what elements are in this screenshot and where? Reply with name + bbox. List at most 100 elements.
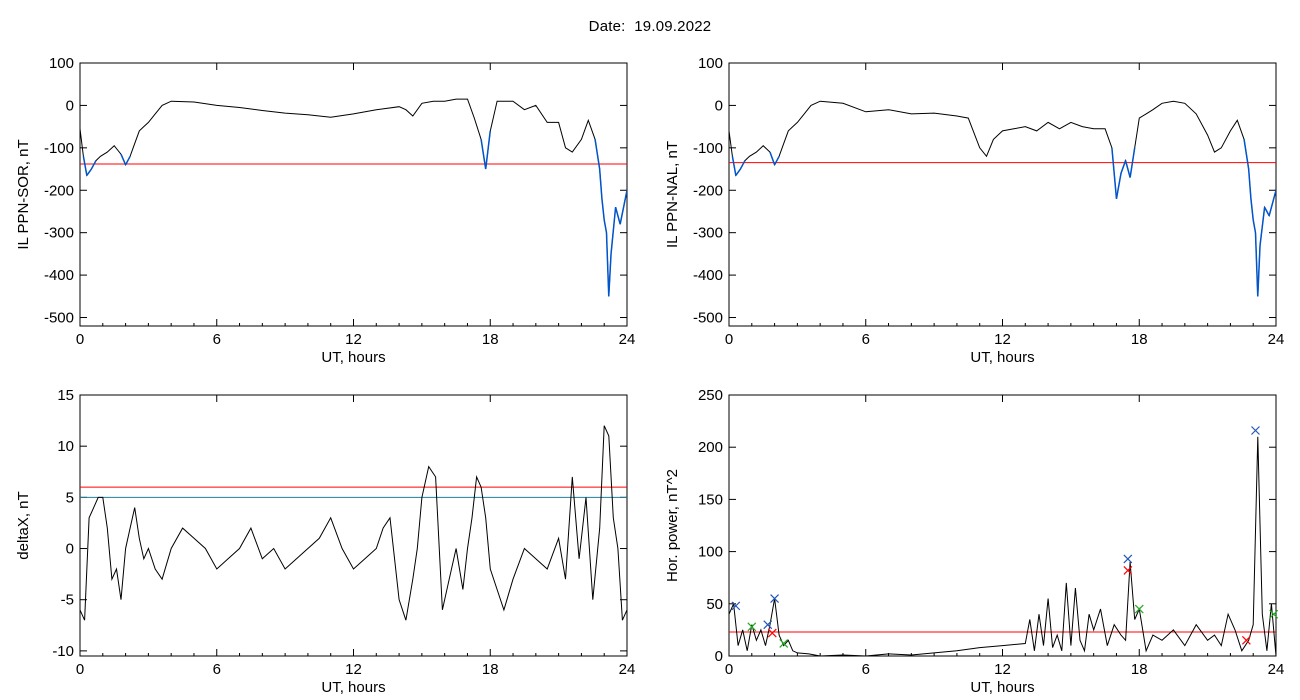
below-threshold-segment: [1111, 147, 1118, 199]
y-tick-label: -300: [44, 225, 74, 242]
x-tick-label: 18: [482, 661, 499, 678]
x-tick-label: 0: [725, 661, 733, 678]
x-tick-label: 24: [619, 661, 636, 678]
y-tick-label: -400: [693, 267, 723, 284]
x-tick-label: 12: [345, 331, 362, 348]
x-tick-label: 0: [76, 661, 84, 678]
peak-marker-blue: [763, 620, 773, 630]
y-tick-label: -100: [44, 140, 74, 157]
x-axis-label: UT, hours: [321, 679, 385, 696]
y-tick-label: 100: [49, 55, 74, 72]
y-axis-label: IL PPN-NAL, nT: [664, 141, 681, 248]
ppn_nal-panel: 0 6 12 18 24 100 0 -100 -200 -300 -400 -500 UT, hour…: [664, 55, 1284, 366]
y-axis-label: IL PPN-SOR, nT: [15, 139, 32, 249]
y-tick-label: 0: [715, 648, 723, 665]
x-tick-label: 24: [1268, 661, 1285, 678]
page-title: Date: 19.09.2022: [0, 18, 1300, 35]
y-tick-label: 150: [698, 491, 723, 508]
y-tick-label: 15: [57, 387, 74, 404]
y-tick-label: 200: [698, 439, 723, 456]
series-line: [729, 436, 1276, 656]
below-threshold-segment: [1120, 160, 1127, 174]
peak-marker-red: [1241, 635, 1251, 645]
deltax-panel: 0 6 12 18 24 15 10 5 0 -5 -10 UT, hours deltaX, nT: [15, 387, 635, 696]
peak-marker-blue: [770, 594, 780, 604]
x-tick-label: 12: [994, 331, 1011, 348]
y-tick-label: 100: [698, 55, 723, 72]
below-threshold-segment: [601, 198, 605, 221]
peak-marker-green: [779, 639, 789, 648]
x-tick-label: 18: [482, 331, 499, 348]
below-threshold-segment: [1259, 207, 1266, 246]
below-threshold-segment: [739, 160, 746, 170]
below-threshold-segment: [610, 207, 617, 254]
below-threshold-segment: [594, 139, 601, 170]
below-threshold-segment: [1129, 147, 1136, 178]
y-axis-label: deltaX, nT: [15, 491, 32, 559]
series-line: [729, 100, 1276, 297]
below-threshold-segment: [86, 168, 93, 176]
below-threshold-segment: [1268, 190, 1276, 216]
plot-frame: [79, 62, 628, 327]
y-tick-label: 250: [698, 387, 723, 404]
y-tick-label: -100: [693, 140, 723, 157]
x-tick-label: 0: [76, 331, 84, 348]
y-tick-label: -5: [61, 592, 74, 609]
below-threshold-segment: [1263, 206, 1270, 217]
y-tick-label: 50: [706, 596, 723, 613]
y-tick-label: 0: [66, 97, 74, 114]
below-threshold-segment: [608, 253, 612, 297]
below-threshold-segment: [614, 207, 621, 225]
x-tick-label: 6: [862, 661, 870, 678]
y-tick-label: -300: [693, 225, 723, 242]
peak-marker-blue: [731, 601, 741, 611]
plot-frame: [728, 62, 1277, 327]
below-threshold-segment: [480, 139, 487, 170]
y-tick-label: 5: [66, 489, 74, 506]
below-threshold-segment: [124, 155, 131, 166]
below-threshold-segment: [1254, 232, 1259, 297]
below-threshold-segment: [1115, 173, 1122, 199]
series-line: [80, 425, 627, 621]
y-tick-label: -400: [44, 267, 74, 284]
plot-frame: [728, 394, 1277, 657]
date-value: 19.09.2022: [634, 18, 712, 35]
below-threshold-segment: [735, 168, 742, 176]
below-threshold-segment: [1124, 160, 1131, 178]
ppn_sor-panel: 0 6 12 18 24 100 0 -100 -200 -300 -400 -500 UT, hour…: [15, 55, 635, 366]
below-threshold-segment: [773, 155, 780, 166]
below-threshold-segment: [731, 156, 737, 176]
peak-marker-red: [767, 628, 777, 638]
y-tick-label: -10: [52, 643, 74, 660]
below-threshold-segment: [1250, 198, 1254, 221]
below-threshold-segment: [1243, 139, 1250, 170]
x-axis-label: UT, hours: [970, 349, 1034, 366]
below-threshold-segment: [1252, 219, 1257, 233]
y-tick-label: 100: [698, 544, 723, 561]
y-tick-label: 0: [715, 97, 723, 114]
y-tick-label: -200: [693, 182, 723, 199]
below-threshold-segment: [1257, 245, 1261, 297]
below-threshold-segment: [619, 190, 627, 225]
peak-marker-green: [1134, 604, 1144, 614]
x-tick-label: 18: [1131, 331, 1148, 348]
y-tick-label: -200: [44, 182, 74, 199]
peak-marker-green: [747, 622, 757, 632]
date-label: Date:: [588, 18, 626, 35]
series-line: [80, 98, 627, 297]
x-tick-label: 12: [994, 661, 1011, 678]
below-threshold-segment: [120, 153, 127, 166]
x-tick-label: 6: [213, 661, 221, 678]
y-tick-label: 10: [57, 438, 74, 455]
y-tick-label: 0: [66, 541, 74, 558]
below-threshold-segment: [769, 151, 776, 166]
y-tick-label: -500: [693, 310, 723, 327]
below-threshold-segment: [82, 156, 88, 176]
below-threshold-segment: [603, 219, 608, 233]
plot-frame: [79, 394, 628, 657]
x-tick-label: 12: [345, 661, 362, 678]
x-tick-label: 6: [213, 331, 221, 348]
x-tick-label: 18: [1131, 661, 1148, 678]
y-tick-label: -500: [44, 310, 74, 327]
